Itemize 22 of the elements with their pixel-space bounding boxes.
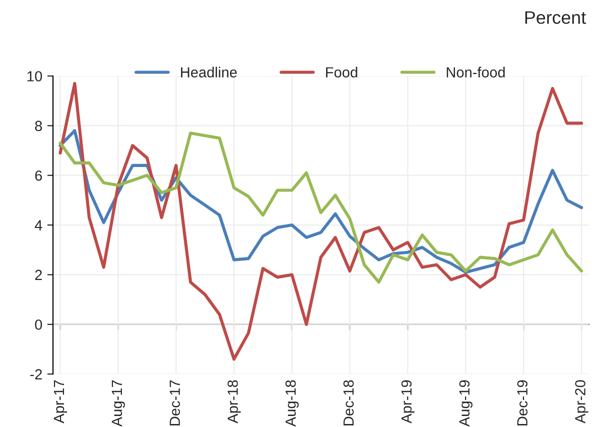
legend-label: Food [326,66,358,78]
x-tick-label: Dec-19 [517,380,528,426]
y-tick-label: 10 [27,71,42,82]
x-tick-label: Dec-17 [170,380,180,426]
x-tick-label: Aug-18 [285,380,299,427]
y-tick-label: 2 [35,270,42,280]
x-tick-label: Aug-17 [112,380,125,427]
x-tick-label: Apr-20 [575,380,588,424]
y-axis-title: Percent [525,11,586,24]
x-tick-label: Apr-18 [228,380,241,424]
y-tick-label: 0 [35,319,42,330]
x-tick-label: Aug-19 [459,380,472,427]
y-tick-label: 4 [34,220,42,230]
y-tick-label: -2 [30,369,42,380]
x-tick-label: Apr-17 [54,380,68,424]
legend-label: Headline [181,66,237,78]
y-tick-label: 8 [35,120,42,132]
x-tick-label: Dec-18 [343,380,354,426]
legend-label: Non-food [446,66,505,78]
x-tick-label: Apr-19 [401,380,415,424]
y-tick-label: 6 [35,170,42,181]
line-series [58,82,584,361]
